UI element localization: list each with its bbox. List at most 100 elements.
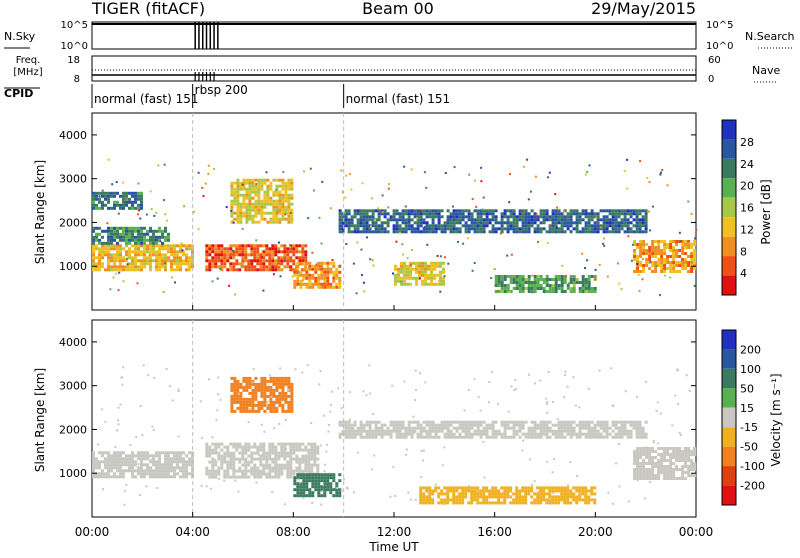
data-cell bbox=[690, 246, 694, 249]
data-cell bbox=[614, 209, 618, 213]
data-cell bbox=[284, 184, 288, 188]
data-cell bbox=[479, 224, 483, 228]
data-speck bbox=[294, 368, 297, 371]
data-cell bbox=[158, 268, 161, 272]
data-cell bbox=[536, 432, 540, 436]
data-cell bbox=[211, 472, 215, 476]
data-cell bbox=[235, 259, 239, 263]
data-cell bbox=[425, 489, 429, 493]
data-cell bbox=[256, 253, 260, 257]
data-cell bbox=[506, 227, 510, 231]
data-cell bbox=[542, 218, 546, 222]
data-cell bbox=[268, 466, 272, 470]
data-speck bbox=[340, 407, 343, 410]
data-cell bbox=[371, 212, 375, 216]
data-speck bbox=[106, 222, 109, 225]
data-cell bbox=[280, 448, 284, 452]
data-cell bbox=[316, 451, 320, 455]
data-cell bbox=[236, 220, 240, 224]
data-speck bbox=[107, 158, 110, 161]
data-cell bbox=[253, 259, 257, 263]
data-cell bbox=[521, 423, 525, 427]
data-cell bbox=[572, 284, 576, 287]
data-cell bbox=[636, 468, 640, 471]
data-speck bbox=[318, 383, 321, 386]
data-cell bbox=[266, 193, 270, 197]
data-cell bbox=[593, 212, 597, 216]
data-cell bbox=[256, 250, 260, 254]
data-speck bbox=[539, 379, 542, 382]
data-cell bbox=[443, 224, 447, 228]
data-cell bbox=[437, 426, 441, 430]
data-cell bbox=[95, 466, 98, 470]
data-cell bbox=[289, 268, 293, 272]
data-cell bbox=[506, 495, 510, 499]
data-cell bbox=[223, 250, 227, 254]
data-cell bbox=[428, 212, 432, 216]
data-speck bbox=[547, 176, 549, 179]
data-cell bbox=[479, 215, 483, 219]
data-cell bbox=[161, 262, 164, 266]
data-cell bbox=[690, 465, 694, 468]
data-cell bbox=[238, 253, 242, 257]
data-cell bbox=[436, 264, 439, 268]
data-cell bbox=[140, 475, 143, 479]
data-cell bbox=[287, 199, 291, 203]
data-cell bbox=[641, 218, 645, 222]
data-cell bbox=[693, 450, 697, 453]
data-cell bbox=[332, 276, 336, 280]
data-cell bbox=[392, 429, 396, 433]
data-speck bbox=[123, 503, 126, 506]
data-cell bbox=[226, 250, 230, 254]
data-cell bbox=[110, 194, 113, 198]
data-cell bbox=[226, 445, 230, 449]
data-cell bbox=[98, 241, 101, 245]
data-cell bbox=[290, 394, 294, 398]
data-cell bbox=[675, 465, 679, 468]
data-cell bbox=[92, 238, 95, 242]
data-cell bbox=[473, 420, 477, 424]
data-cell bbox=[620, 435, 624, 439]
data-cell bbox=[503, 290, 507, 293]
data-cell bbox=[208, 244, 212, 248]
data-cell bbox=[230, 382, 234, 386]
data-cell bbox=[149, 235, 152, 239]
data-cell bbox=[143, 244, 146, 248]
data-cell bbox=[122, 265, 125, 269]
data-cell bbox=[170, 475, 173, 479]
data-cell bbox=[428, 429, 432, 433]
data-speck bbox=[522, 212, 525, 214]
data-cell bbox=[443, 501, 447, 505]
data-cell bbox=[421, 279, 424, 283]
data-speck bbox=[677, 402, 679, 405]
data-cell bbox=[500, 492, 504, 496]
data-cell bbox=[651, 465, 655, 468]
data-speck bbox=[471, 198, 474, 201]
data-cell bbox=[211, 250, 215, 254]
data-cell bbox=[110, 268, 113, 272]
y-tick-label: 1000 bbox=[59, 467, 87, 480]
data-cell bbox=[479, 212, 483, 216]
data-cell bbox=[164, 472, 167, 476]
data-cell bbox=[179, 250, 182, 254]
data-cell bbox=[512, 215, 516, 219]
data-cell bbox=[551, 489, 555, 493]
data-cell bbox=[275, 199, 279, 203]
data-cell bbox=[425, 209, 429, 213]
data-cell bbox=[101, 460, 104, 464]
data-cell bbox=[251, 391, 255, 395]
data-cell bbox=[395, 221, 399, 225]
data-cell bbox=[143, 235, 146, 239]
data-cell bbox=[140, 469, 143, 473]
data-cell bbox=[110, 241, 113, 245]
data-cell bbox=[341, 218, 345, 222]
data-cell bbox=[512, 227, 516, 231]
data-cell bbox=[452, 486, 456, 490]
data-speck bbox=[192, 210, 195, 213]
data-cell bbox=[128, 262, 131, 266]
data-cell bbox=[274, 247, 278, 251]
data-cell bbox=[119, 460, 122, 464]
data-speck bbox=[506, 254, 509, 257]
data-cell bbox=[545, 498, 549, 502]
data-cell bbox=[326, 264, 330, 268]
